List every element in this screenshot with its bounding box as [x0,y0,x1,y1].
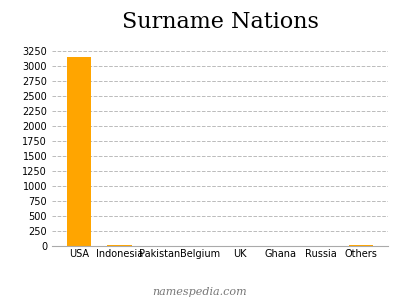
Text: namespedia.com: namespedia.com [153,287,247,297]
Bar [148,245,172,246]
Bar [349,245,373,246]
Bar [67,57,91,246]
Title: Surname Nations: Surname Nations [122,11,318,33]
Bar [108,245,132,246]
